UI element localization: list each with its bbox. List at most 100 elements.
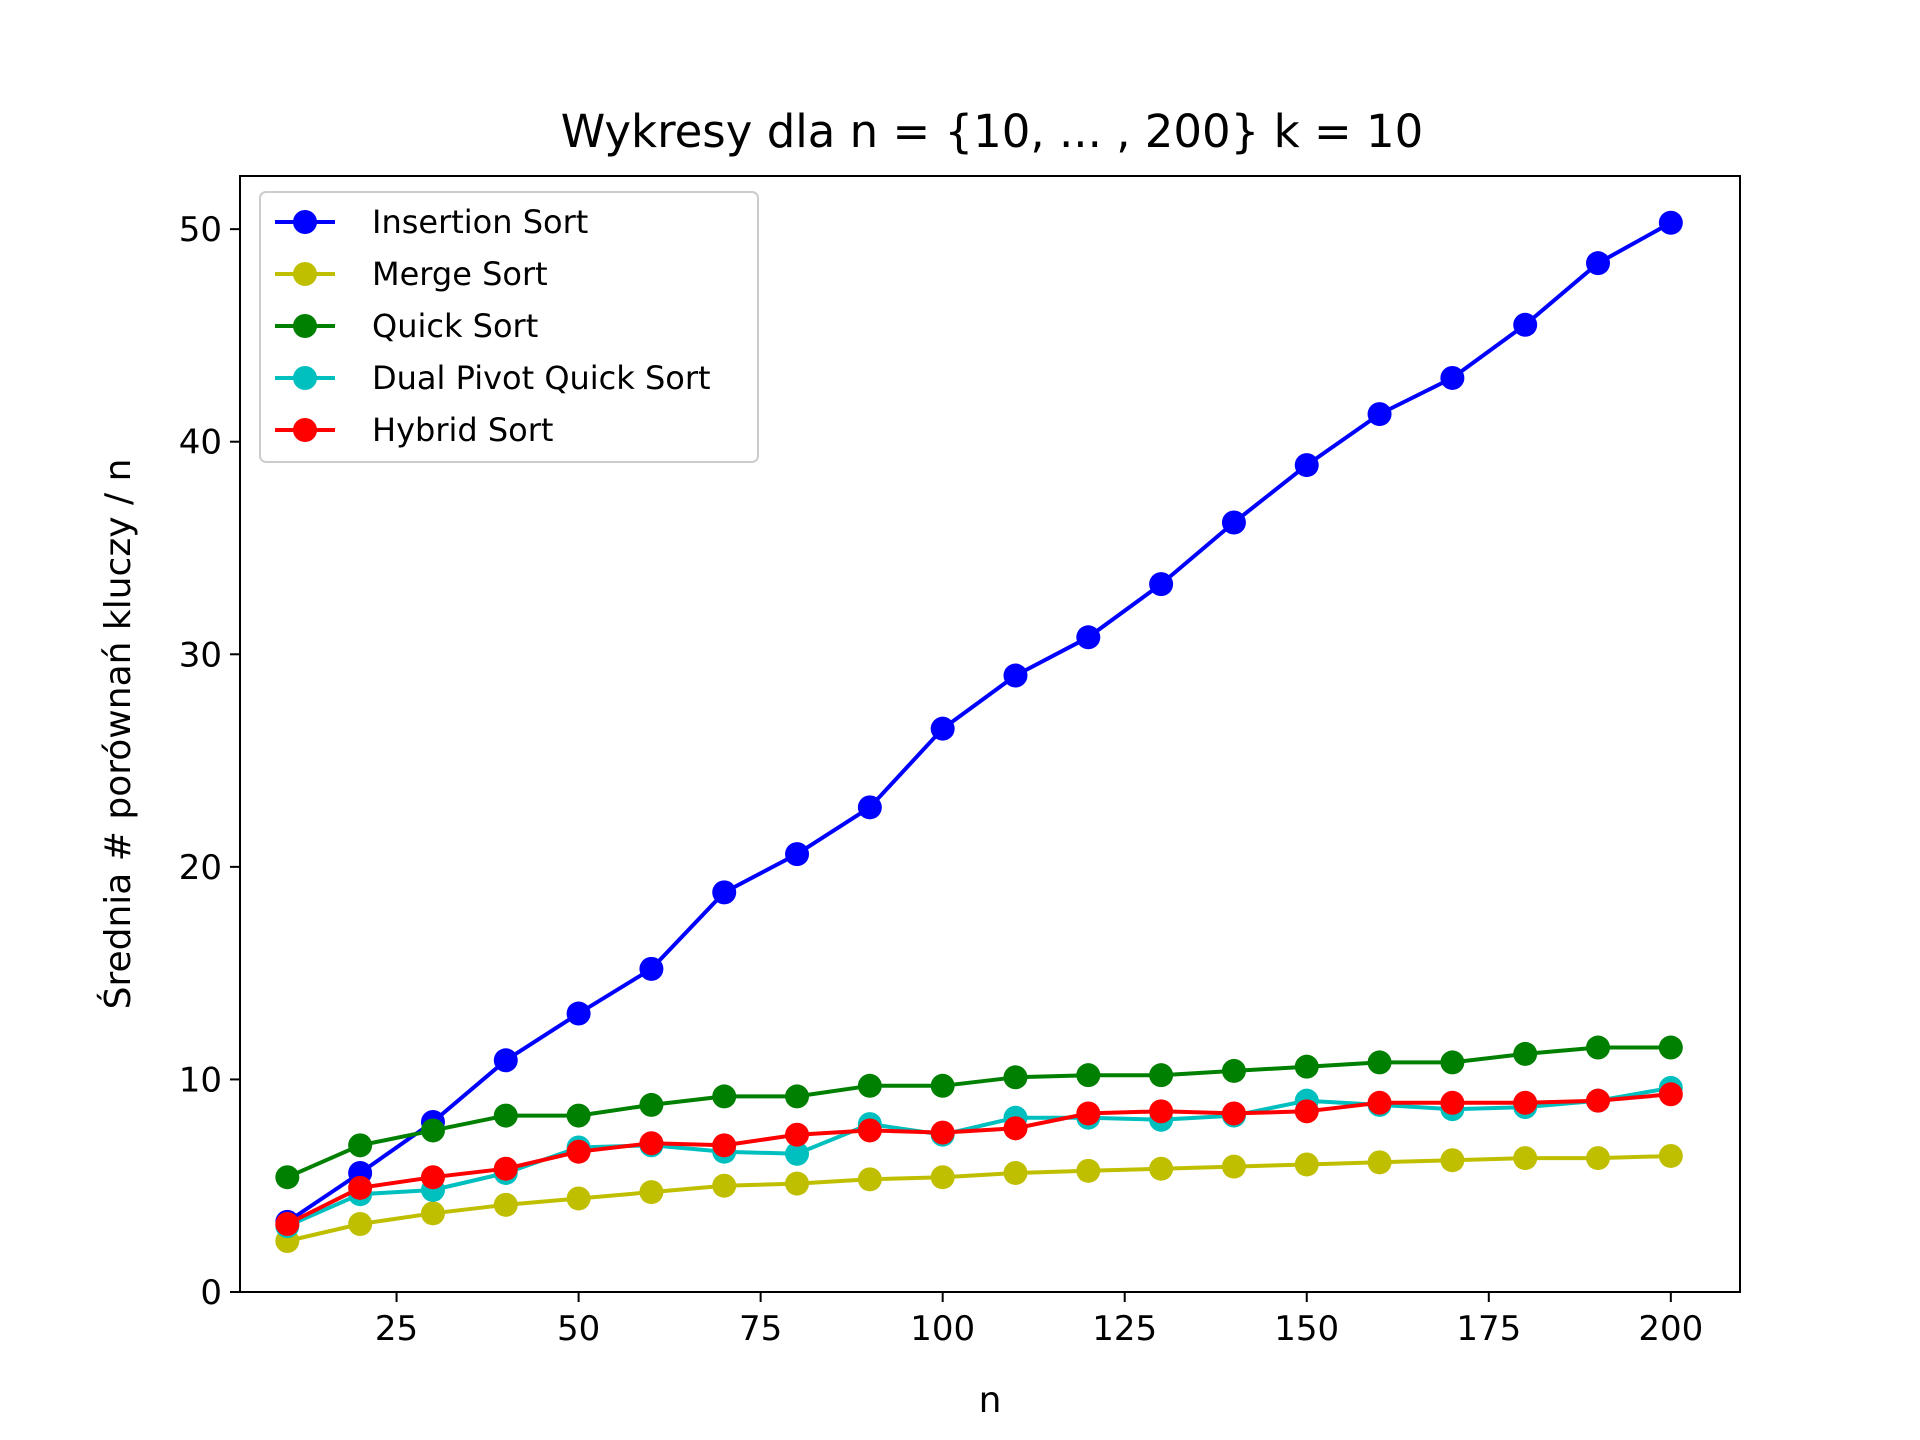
data-point (348, 1133, 373, 1158)
data-point (930, 1165, 955, 1190)
x-tick-label: 125 (1092, 1309, 1157, 1349)
data-point (857, 1073, 882, 1098)
data-point (785, 842, 810, 867)
data-point (1076, 1101, 1101, 1126)
x-tick-label: 50 (557, 1309, 600, 1349)
data-point (1440, 1148, 1465, 1173)
data-point (566, 1001, 591, 1026)
data-point (1658, 210, 1683, 235)
legend-item: Insertion Sort (275, 203, 588, 241)
data-point (420, 1165, 445, 1190)
data-point (1658, 1143, 1683, 1168)
data-point (1658, 1035, 1683, 1060)
data-point (1513, 1041, 1538, 1066)
legend-label: Hybrid Sort (372, 411, 553, 449)
data-point (1076, 1063, 1101, 1088)
legend-label: Insertion Sort (372, 203, 588, 241)
legend-item: Dual Pivot Quick Sort (275, 359, 711, 397)
data-point (1294, 1152, 1319, 1177)
series-line (286, 1085, 1672, 1228)
y-tick-label: 40 (179, 423, 222, 463)
data-point (493, 1156, 518, 1181)
data-point (1513, 1090, 1538, 1115)
data-point (1294, 1054, 1319, 1079)
legend-item: Quick Sort (275, 307, 538, 345)
data-point (1221, 1058, 1246, 1083)
data-point (1221, 1154, 1246, 1179)
data-point (493, 1048, 518, 1073)
x-tick-label: 200 (1638, 1309, 1703, 1349)
data-point (1076, 625, 1101, 650)
data-point (1221, 1101, 1246, 1126)
data-point (1149, 572, 1174, 597)
chart-title: Wykresy dla n = {10, ... , 200} k = 10 (561, 105, 1424, 158)
data-point (1149, 1099, 1174, 1124)
x-tick-label: 100 (910, 1309, 975, 1349)
axes-frame (239, 175, 1741, 1293)
x-tick-label: 150 (1274, 1309, 1339, 1349)
x-axis: 25 50 75 100 125 150 175 200 (375, 1292, 1703, 1349)
y-tick-label: 0 (200, 1273, 222, 1313)
plot-area (275, 210, 1683, 1253)
data-point (1294, 453, 1319, 478)
data-point (1003, 1160, 1028, 1185)
legend-marker (293, 314, 317, 338)
series-quick-sort (275, 1035, 1683, 1190)
data-point (348, 1211, 373, 1236)
data-point (1586, 251, 1611, 276)
data-point (785, 1122, 810, 1147)
data-point (639, 956, 664, 981)
legend-marker (293, 210, 317, 234)
x-axis-label: n (979, 1380, 1002, 1421)
data-point (639, 1092, 664, 1117)
legend-marker (293, 418, 317, 442)
data-point (1513, 312, 1538, 337)
data-point (1003, 1116, 1028, 1141)
data-point (1586, 1146, 1611, 1171)
x-tick-label: 75 (739, 1309, 782, 1349)
data-point (1440, 1050, 1465, 1075)
data-point (275, 1165, 300, 1190)
data-point (712, 1084, 737, 1109)
data-point (1367, 402, 1392, 427)
data-point (639, 1180, 664, 1205)
legend-box (259, 191, 759, 463)
legend-label: Dual Pivot Quick Sort (372, 359, 711, 397)
data-point (1367, 1090, 1392, 1115)
data-point (857, 1167, 882, 1192)
legend: Insertion Sort Merge Sort Quick Sort Dual P… (259, 191, 759, 463)
data-point (1149, 1156, 1174, 1181)
data-point (785, 1171, 810, 1196)
data-point (1586, 1088, 1611, 1113)
data-point (566, 1186, 591, 1211)
data-point (275, 1211, 300, 1236)
data-point (1367, 1050, 1392, 1075)
legend-item: Merge Sort (275, 255, 548, 293)
data-point (1221, 510, 1246, 535)
legend-label: Merge Sort (372, 255, 548, 293)
y-tick-label: 30 (179, 635, 222, 675)
data-point (1367, 1150, 1392, 1175)
y-tick-label: 20 (179, 848, 222, 888)
series-line (286, 1154, 1671, 1243)
data-point (712, 880, 737, 905)
x-tick-label: 25 (375, 1309, 418, 1349)
data-point (785, 1141, 810, 1166)
data-point (785, 1084, 810, 1109)
series-hybrid-sort (275, 1082, 1683, 1236)
data-point (1513, 1146, 1538, 1171)
data-point (1294, 1099, 1319, 1124)
x-tick-label: 175 (1456, 1309, 1521, 1349)
data-point (1003, 663, 1028, 688)
y-tick-label: 50 (179, 210, 222, 250)
y-axis: 0 10 20 30 40 50 (179, 210, 240, 1313)
data-point (566, 1139, 591, 1164)
data-point (857, 795, 882, 820)
data-point (930, 716, 955, 741)
data-point (639, 1131, 664, 1156)
legend-marker (293, 366, 317, 390)
data-point (493, 1103, 518, 1128)
series-line (286, 1092, 1671, 1226)
data-point (420, 1201, 445, 1226)
